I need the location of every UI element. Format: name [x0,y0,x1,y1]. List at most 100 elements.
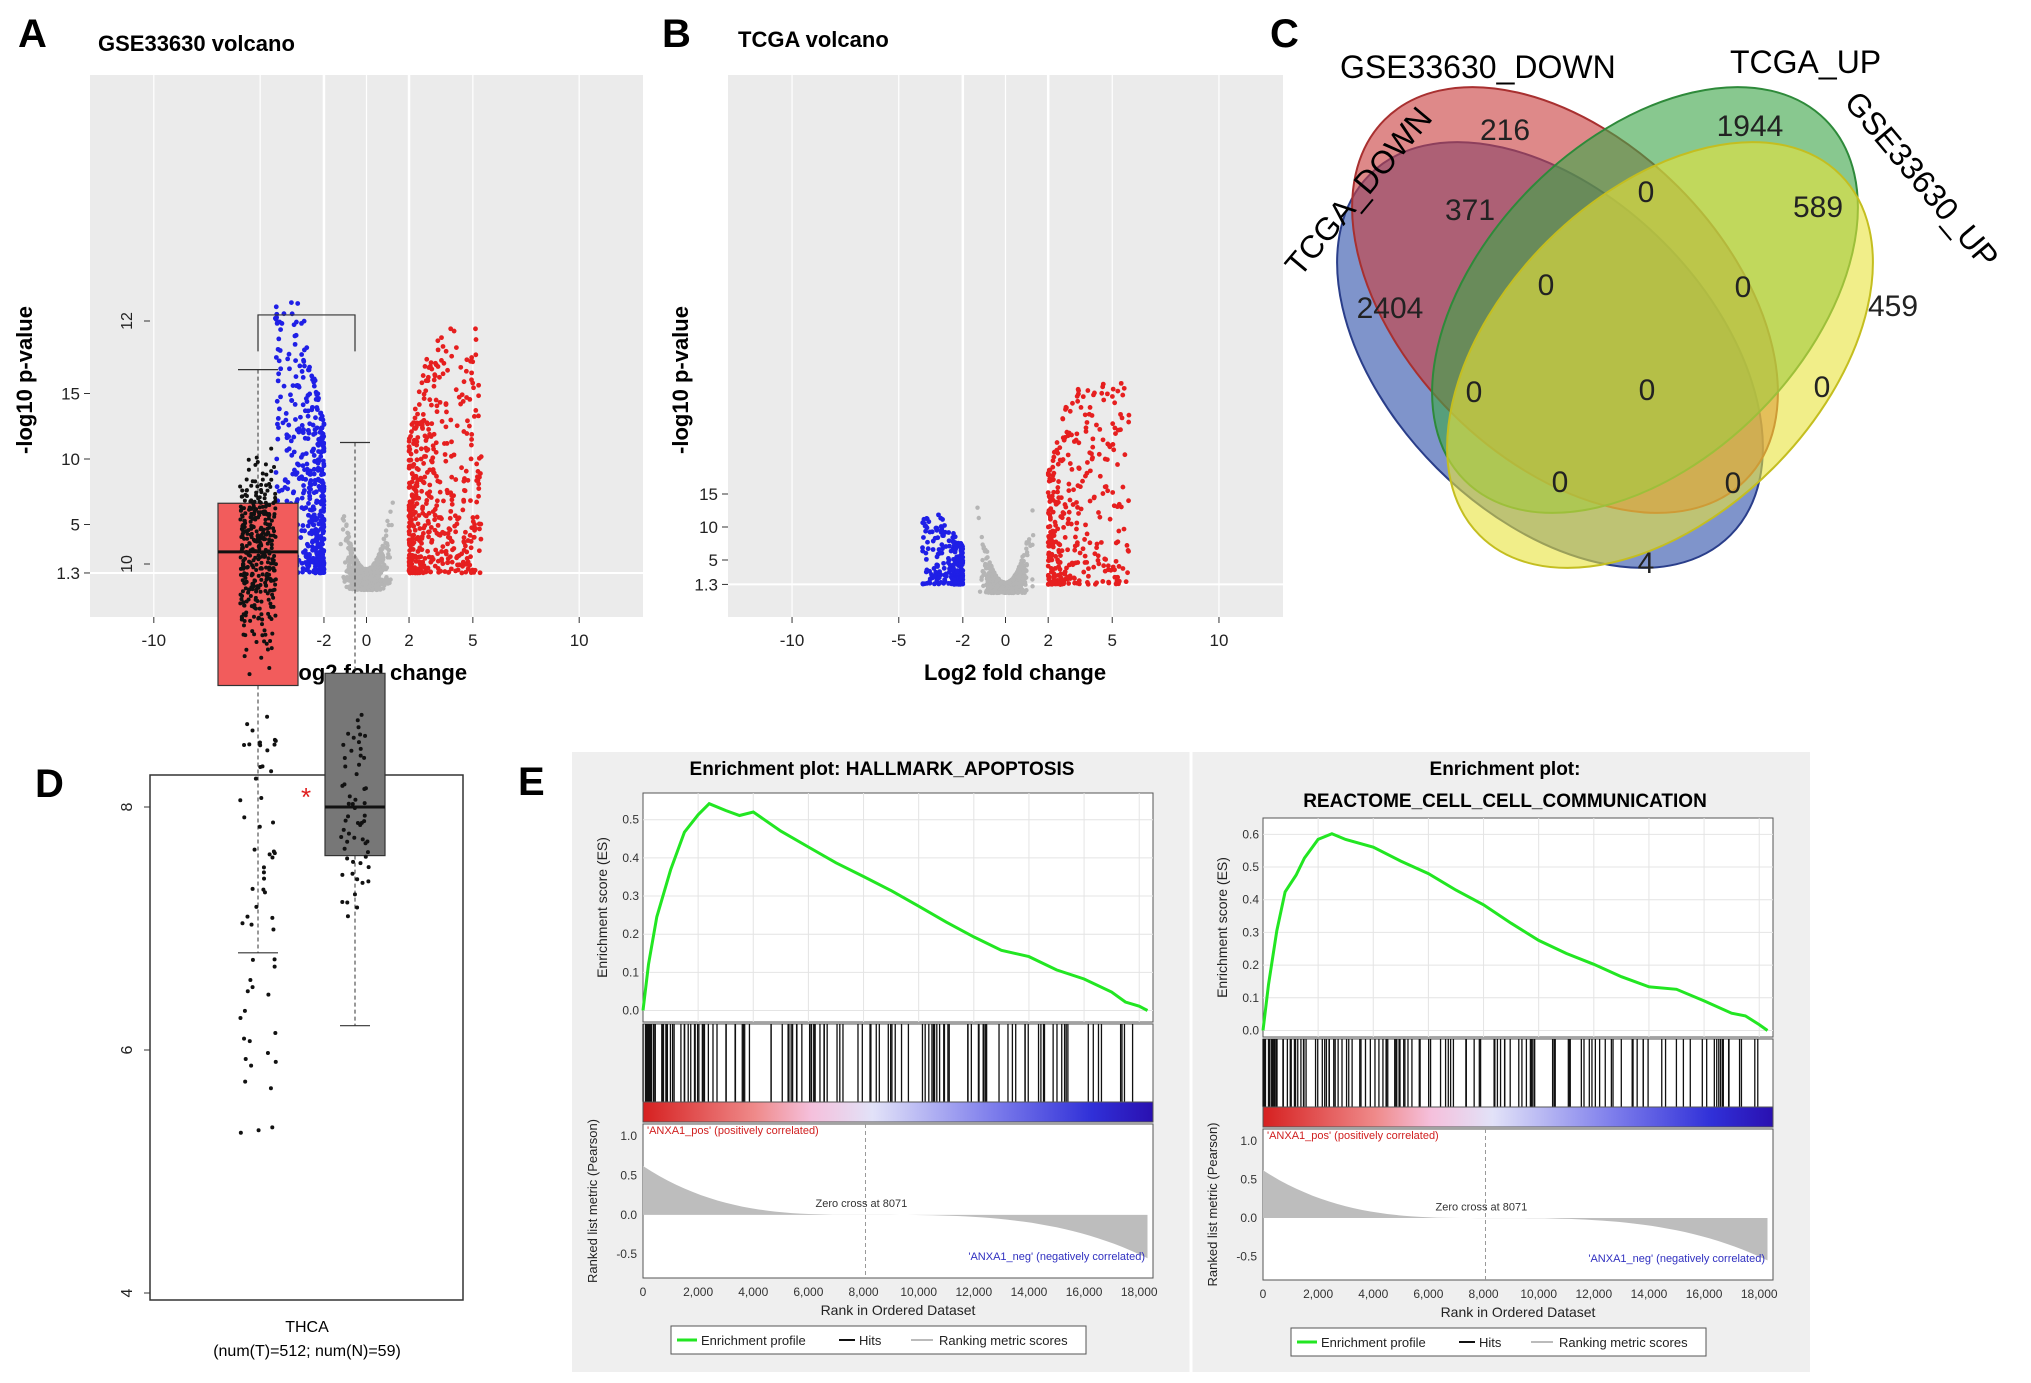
legend-label: Hits [1479,1335,1502,1350]
x-tick-label: 2,000 [1303,1287,1333,1301]
up-regulated-point [432,506,438,512]
up-regulated-point [416,402,422,407]
up-regulated-point [1120,566,1126,571]
x-tick-label: 0 [1260,1287,1267,1301]
up-regulated-point [416,389,422,395]
ns-point [986,566,992,571]
down-regulated-point [951,531,956,536]
down-regulated-point [300,523,306,528]
ns-point [977,589,983,594]
venn-region-value: 0 [1725,467,1742,500]
down-regulated-point [304,541,310,547]
x-tick-label: 12,000 [1575,1287,1612,1301]
data-point [366,879,371,884]
up-regulated-point [1080,394,1086,400]
panel-b-xlabel: Log2 fold change [924,660,1106,685]
data-point [268,1086,273,1091]
up-regulated-point [1052,529,1058,534]
up-regulated-point [476,548,482,554]
up-regulated-point [1055,461,1061,467]
data-point [255,537,260,542]
down-regulated-point [960,571,965,577]
down-regulated-point [297,475,303,481]
data-point [250,563,255,568]
data-point [273,499,278,504]
data-point [248,519,253,524]
ns-point [368,570,374,576]
ns-point [390,500,395,505]
data-point [247,541,252,546]
up-regulated-point [1076,465,1082,471]
up-regulated-point [477,570,483,576]
venn-region-values: 2404 216 1944 459 371 0 589 0 0 0 0 0 0 … [1357,110,1918,580]
data-point [272,587,277,592]
up-regulated-point [431,470,437,476]
data-point [270,592,275,597]
up-regulated-point [1091,564,1097,570]
es-tick-label: 0.6 [1242,827,1259,841]
up-regulated-point [1083,473,1088,479]
data-point [363,854,368,859]
data-point [351,859,356,864]
down-regulated-point [318,542,324,548]
up-regulated-point [1053,553,1059,559]
ns-point [1019,558,1024,563]
data-point [255,484,260,489]
up-regulated-point [1065,574,1070,580]
data-point [238,1130,243,1135]
down-regulated-point [301,427,306,433]
data-point [265,560,270,565]
data-point [273,491,278,496]
down-regulated-point [321,562,327,568]
up-regulated-point [1098,540,1104,545]
up-regulated-point [463,543,468,549]
up-regulated-point [1124,543,1130,548]
ns-point [378,578,384,583]
down-regulated-point [958,562,964,568]
down-regulated-point [310,515,316,521]
venn-region-value: 0 [1538,269,1555,302]
data-point [238,504,243,509]
data-point [346,801,351,806]
data-point [260,633,265,638]
data-point [350,871,355,876]
up-regulated-point [431,431,437,437]
up-regulated-point [1080,546,1086,552]
hits-area [1262,1038,1774,1108]
down-regulated-point [304,345,310,351]
ns-point [389,522,394,528]
panel-d-letter: D [35,762,64,806]
down-regulated-point [934,554,940,560]
data-point [362,801,367,806]
up-regulated-point [1080,478,1085,484]
up-regulated-point [473,408,479,413]
up-regulated-point [428,525,434,530]
down-regulated-point [306,490,312,495]
up-regulated-point [444,409,449,415]
data-point [239,494,244,499]
x-tick-label: 2 [404,631,413,650]
up-regulated-point [477,526,482,532]
down-regulated-point [319,478,325,484]
up-regulated-point [1077,550,1083,556]
down-regulated-point [289,398,295,403]
ns-point [980,557,985,563]
up-regulated-point [445,560,450,566]
up-regulated-point [1112,400,1118,406]
up-regulated-point [1086,573,1091,579]
down-regulated-point [288,392,293,398]
ns-point [371,570,377,575]
zero-cross-label: Zero cross at 8071 [815,1198,907,1210]
data-point [238,484,243,489]
ns-point [349,547,354,552]
up-regulated-point [1059,576,1065,582]
ns-point [381,536,387,542]
metric-tick-label: 1.0 [620,1129,637,1143]
data-point [265,591,270,596]
down-regulated-point [300,402,306,408]
es-tick-label: 0.1 [622,965,639,979]
down-regulated-point [286,422,292,428]
panel-a-letter: A [18,12,47,56]
